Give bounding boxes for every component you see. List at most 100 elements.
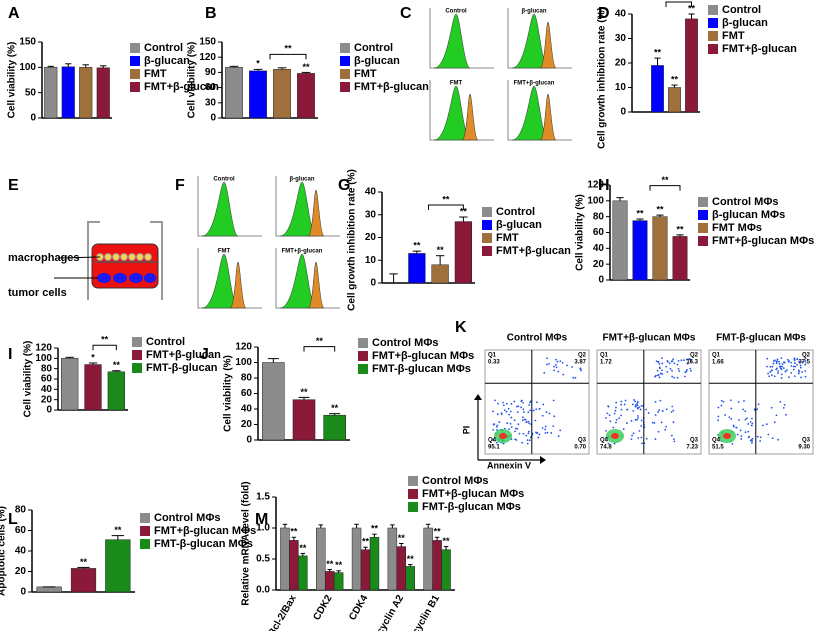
scatter-dot (759, 436, 762, 439)
scatter-dot (717, 415, 720, 418)
scatter-dot (528, 439, 531, 442)
scatter-dot (804, 370, 807, 372)
scatter-dot (496, 429, 498, 431)
bracket-label: ** (316, 336, 324, 346)
legend-swatch (130, 56, 140, 66)
legend-label: FMT+β-glucan MΦs (372, 350, 474, 362)
y-tick-label: 80 (593, 211, 605, 222)
scatter-dot (736, 433, 739, 436)
scatter-dot (606, 412, 609, 415)
scatter-dot (521, 419, 524, 422)
scatter-dot (740, 438, 743, 440)
histogram-peak (539, 21, 557, 69)
bar (292, 399, 316, 441)
bar (297, 73, 315, 119)
scatter-dot (607, 442, 610, 445)
scatter-dot (673, 440, 676, 443)
scatter-dot (542, 403, 545, 406)
y-tick-label: 0 (370, 278, 376, 289)
scatter-dot (497, 402, 499, 405)
scatter-dot (738, 419, 740, 421)
transwell-diagram: E macrophages tumor cells (8, 177, 163, 300)
significance-label: ** (326, 559, 334, 569)
panel-letter: A (8, 5, 20, 22)
scatter-dot (796, 363, 798, 366)
panel-letter: J (200, 346, 209, 363)
legend-label: Control (496, 206, 535, 218)
scatter-dot (767, 372, 770, 375)
scatter-dot (677, 367, 680, 370)
scatter-dot (636, 404, 639, 407)
scatter-dot (518, 432, 521, 435)
y-tick-label: 120 (587, 180, 604, 191)
scatter-dot (770, 369, 773, 372)
scatter-dot (776, 360, 779, 362)
legend-label: FMT+β-glucan MΦs (422, 488, 524, 500)
scatter-dot (651, 421, 654, 424)
bracket-label: ** (284, 44, 292, 54)
bracket-label: ** (442, 194, 450, 204)
scatter-dot (664, 428, 667, 431)
panel-letter: E (8, 177, 19, 194)
scatter-dot (717, 406, 720, 409)
scatter-dot (657, 411, 659, 413)
bar (44, 67, 58, 119)
scatter-dot (801, 371, 803, 373)
scatter-dot (782, 406, 785, 409)
scatter-dot (608, 414, 611, 417)
scatter-dot (535, 431, 537, 434)
legend-label: β-glucan MΦs (712, 209, 785, 221)
histogram-title: FMT+β-glucan (514, 81, 555, 87)
scatter-dot (548, 412, 551, 415)
scatter-dot (759, 440, 762, 442)
legend-label: FMT+β-glucan MΦs (154, 525, 256, 537)
y-axis-label: Relative mRNA level (fold) (241, 481, 252, 605)
scatter-dot (492, 410, 494, 413)
scatter-dot (618, 417, 621, 420)
significance-label: ** (371, 524, 379, 534)
legend-label: Control MΦs (372, 337, 438, 349)
scatter-dot (508, 413, 510, 416)
significance-label: ** (443, 536, 451, 546)
scatter-dot (536, 432, 539, 434)
quadrant-name: Q2 (802, 353, 811, 359)
scatter-dot (502, 404, 505, 407)
scatter-dot (750, 442, 753, 444)
quadrant-value: 51.5 (712, 445, 724, 451)
legend-swatch (482, 207, 492, 217)
scatter-dot (620, 403, 623, 406)
scatter-dot (528, 430, 530, 433)
scatter-dot (657, 361, 660, 364)
scatter-dot (671, 360, 674, 363)
scatter-dot (620, 414, 623, 417)
significance-label: ** (335, 560, 343, 570)
y-tick-label: 10 (615, 82, 627, 93)
y-axis-label: Cell growth inhibition rate (%) (597, 7, 608, 149)
scatter-dot (739, 429, 742, 432)
legend-swatch (140, 539, 150, 549)
legend-swatch (130, 82, 140, 92)
scatter-dot (678, 370, 681, 372)
quadrant-name: Q2 (690, 353, 699, 359)
y-axis-label: Apoptotic cells (%) (0, 506, 8, 596)
scatter-dot (541, 427, 544, 429)
legend-label: FMT (722, 30, 745, 42)
y-tick-label: 30 (365, 209, 377, 220)
scatter-dot (784, 370, 787, 373)
legend-swatch (708, 44, 718, 54)
scatter-dot (786, 358, 789, 361)
scatter-dot (689, 367, 692, 370)
scatter-dot (751, 417, 753, 420)
pointer (57, 256, 101, 259)
scatter-dot (631, 434, 633, 437)
scatter-dot (793, 357, 796, 360)
scatter-dot (790, 365, 793, 367)
significance-label: ** (407, 554, 415, 564)
x-tick-label: Bcl-2/Bax (266, 593, 299, 631)
bar (61, 66, 75, 119)
histogram-peak (433, 13, 471, 69)
scatter-dot (688, 358, 691, 360)
scatter-dot (523, 411, 525, 414)
legend-label: FMT (496, 232, 519, 244)
axis-arrow (477, 400, 540, 461)
